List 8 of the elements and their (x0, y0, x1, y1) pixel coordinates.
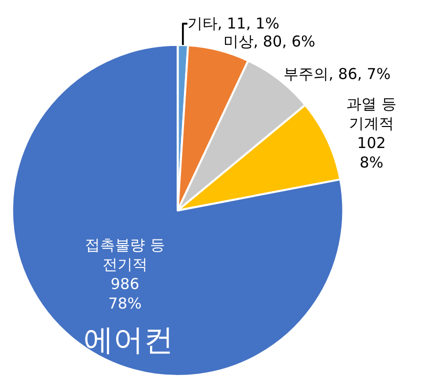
text: 에어컨 (84, 323, 174, 358)
slice-label: 접촉불량 등 전기적 (85, 236, 165, 274)
slice-label: 기타, 11, 1% (187, 14, 280, 33)
slice-label: 부주의, 86, 7% (284, 65, 391, 84)
data-label: 986 78% (108, 274, 142, 312)
slice-label: 과열 등 기계적 (346, 94, 396, 132)
slice-label: 미상, 80, 6% (223, 32, 316, 51)
data-label: 102 8% (357, 134, 386, 172)
